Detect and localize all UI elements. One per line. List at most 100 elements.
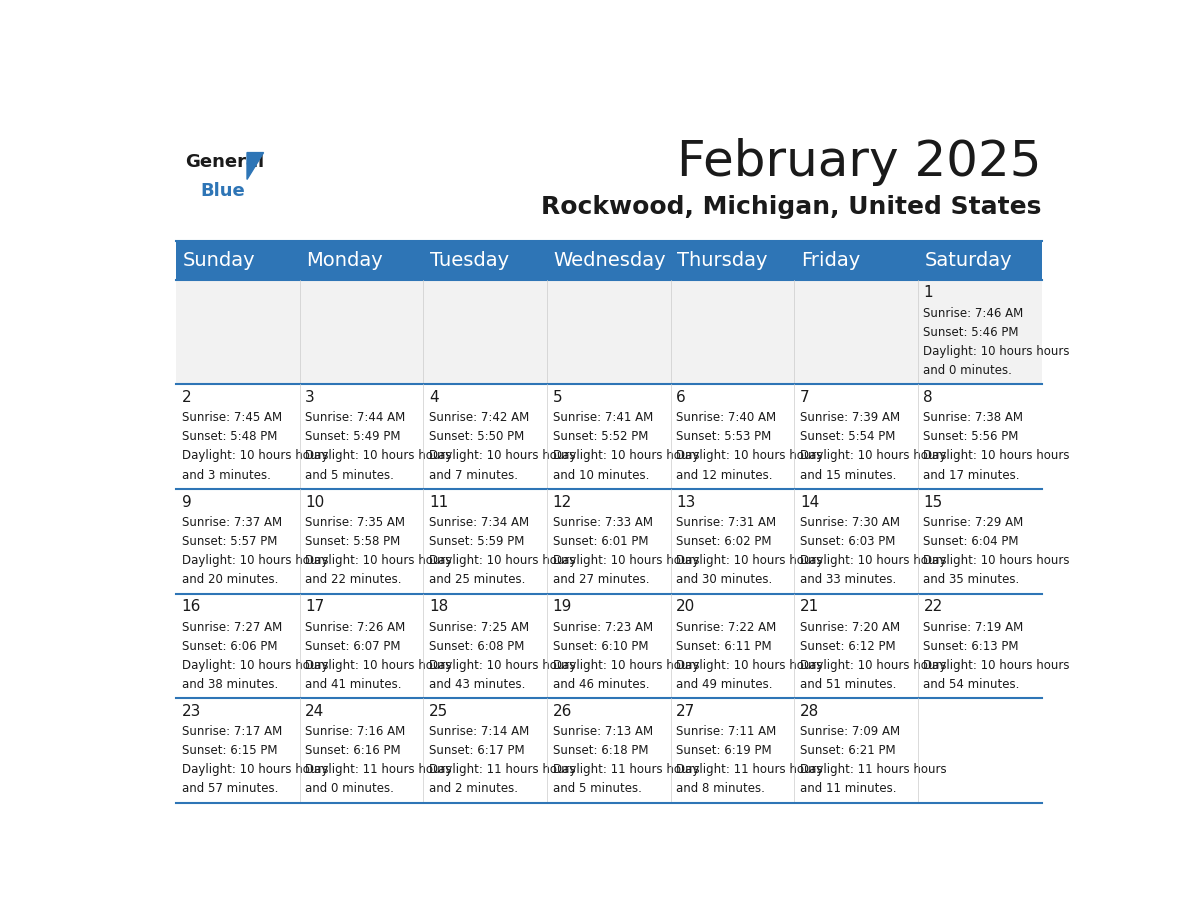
Text: Sunrise: 7:33 AM: Sunrise: 7:33 AM [552,516,652,529]
Text: Sunrise: 7:40 AM: Sunrise: 7:40 AM [676,411,776,424]
Text: Sunset: 5:56 PM: Sunset: 5:56 PM [923,431,1019,443]
Text: Daylight: 10 hours hours: Daylight: 10 hours hours [800,659,947,672]
Text: 1: 1 [923,285,933,300]
Text: Daylight: 10 hours hours: Daylight: 10 hours hours [305,659,451,672]
Text: and 15 minutes.: and 15 minutes. [800,468,896,482]
Text: Daylight: 10 hours hours: Daylight: 10 hours hours [552,554,699,567]
Text: Daylight: 10 hours hours: Daylight: 10 hours hours [676,554,823,567]
Text: Sunset: 6:11 PM: Sunset: 6:11 PM [676,640,772,653]
Text: and 41 minutes.: and 41 minutes. [305,677,402,690]
Text: Daylight: 10 hours hours: Daylight: 10 hours hours [305,450,451,463]
Text: 9: 9 [182,495,191,509]
Text: Sunrise: 7:46 AM: Sunrise: 7:46 AM [923,307,1024,319]
Text: 16: 16 [182,599,201,614]
Text: Sunset: 6:07 PM: Sunset: 6:07 PM [305,640,400,653]
Text: Daylight: 10 hours hours: Daylight: 10 hours hours [182,450,328,463]
Text: Sunset: 6:18 PM: Sunset: 6:18 PM [552,744,649,757]
Text: Sunset: 6:19 PM: Sunset: 6:19 PM [676,744,772,757]
Text: Daylight: 11 hours hours: Daylight: 11 hours hours [552,763,700,777]
Text: Daylight: 10 hours hours: Daylight: 10 hours hours [800,450,947,463]
Bar [176,699,1042,803]
Polygon shape [247,152,264,179]
Text: and 12 minutes.: and 12 minutes. [676,468,772,482]
Text: 17: 17 [305,599,324,614]
Text: Daylight: 10 hours hours: Daylight: 10 hours hours [182,554,328,567]
Text: 10: 10 [305,495,324,509]
Text: Monday: Monday [307,251,383,270]
Text: Sunset: 5:59 PM: Sunset: 5:59 PM [429,535,524,548]
Text: and 10 minutes.: and 10 minutes. [552,468,649,482]
Bar [176,489,1042,594]
Text: 22: 22 [923,599,943,614]
Text: 13: 13 [676,495,695,509]
Text: Sunset: 6:04 PM: Sunset: 6:04 PM [923,535,1019,548]
Text: Daylight: 10 hours hours: Daylight: 10 hours hours [552,659,699,672]
Text: 19: 19 [552,599,571,614]
Text: 12: 12 [552,495,571,509]
Text: Saturday: Saturday [924,251,1012,270]
Text: and 11 minutes.: and 11 minutes. [800,782,896,795]
Text: Daylight: 10 hours hours: Daylight: 10 hours hours [429,554,575,567]
Text: Sunset: 6:15 PM: Sunset: 6:15 PM [182,744,277,757]
Text: 23: 23 [182,704,201,719]
Text: Sunset: 6:01 PM: Sunset: 6:01 PM [552,535,649,548]
Text: Sunrise: 7:29 AM: Sunrise: 7:29 AM [923,516,1024,529]
Text: and 38 minutes.: and 38 minutes. [182,677,278,690]
Text: 14: 14 [800,495,819,509]
Text: and 27 minutes.: and 27 minutes. [552,573,649,587]
Text: 20: 20 [676,599,695,614]
Text: and 30 minutes.: and 30 minutes. [676,573,772,587]
Text: and 46 minutes.: and 46 minutes. [552,677,649,690]
Text: Sunset: 5:53 PM: Sunset: 5:53 PM [676,431,771,443]
Text: Sunrise: 7:44 AM: Sunrise: 7:44 AM [305,411,405,424]
Text: Thursday: Thursday [677,251,767,270]
Text: Sunrise: 7:16 AM: Sunrise: 7:16 AM [305,725,405,738]
Text: Sunset: 5:49 PM: Sunset: 5:49 PM [305,431,400,443]
Text: 4: 4 [429,390,438,405]
Text: Daylight: 10 hours hours: Daylight: 10 hours hours [800,554,947,567]
Text: Sunrise: 7:39 AM: Sunrise: 7:39 AM [800,411,901,424]
Text: 25: 25 [429,704,448,719]
Text: and 7 minutes.: and 7 minutes. [429,468,518,482]
Text: Daylight: 10 hours hours: Daylight: 10 hours hours [923,554,1070,567]
Text: Sunrise: 7:38 AM: Sunrise: 7:38 AM [923,411,1024,424]
Text: Daylight: 10 hours hours: Daylight: 10 hours hours [923,450,1070,463]
Text: Sunrise: 7:25 AM: Sunrise: 7:25 AM [429,621,529,633]
Text: Sunrise: 7:30 AM: Sunrise: 7:30 AM [800,516,899,529]
Text: Sunrise: 7:34 AM: Sunrise: 7:34 AM [429,516,529,529]
Text: Rockwood, Michigan, United States: Rockwood, Michigan, United States [542,195,1042,219]
Text: Daylight: 10 hours hours: Daylight: 10 hours hours [182,659,328,672]
Text: Blue: Blue [200,183,245,200]
Text: General: General [185,152,265,171]
Text: Sunset: 6:02 PM: Sunset: 6:02 PM [676,535,772,548]
Text: Daylight: 11 hours hours: Daylight: 11 hours hours [305,763,451,777]
Text: Sunrise: 7:45 AM: Sunrise: 7:45 AM [182,411,282,424]
Text: 5: 5 [552,390,562,405]
Text: 24: 24 [305,704,324,719]
Text: and 25 minutes.: and 25 minutes. [429,573,525,587]
Text: and 35 minutes.: and 35 minutes. [923,573,1019,587]
Text: 11: 11 [429,495,448,509]
Text: Sunrise: 7:13 AM: Sunrise: 7:13 AM [552,725,652,738]
Text: 18: 18 [429,599,448,614]
Bar [176,594,1042,699]
Text: and 3 minutes.: and 3 minutes. [182,468,271,482]
Text: Sunday: Sunday [183,251,255,270]
Text: Sunset: 6:21 PM: Sunset: 6:21 PM [800,744,896,757]
Text: Sunrise: 7:42 AM: Sunrise: 7:42 AM [429,411,529,424]
Bar [176,241,1042,280]
Text: Daylight: 10 hours hours: Daylight: 10 hours hours [676,450,823,463]
Text: 26: 26 [552,704,571,719]
Text: and 57 minutes.: and 57 minutes. [182,782,278,795]
Text: Daylight: 10 hours hours: Daylight: 10 hours hours [552,450,699,463]
Text: Sunset: 6:08 PM: Sunset: 6:08 PM [429,640,524,653]
Bar [176,280,1042,385]
Text: Sunrise: 7:20 AM: Sunrise: 7:20 AM [800,621,901,633]
Text: and 5 minutes.: and 5 minutes. [552,782,642,795]
Text: Sunrise: 7:09 AM: Sunrise: 7:09 AM [800,725,901,738]
Text: 7: 7 [800,390,809,405]
Text: Sunset: 6:16 PM: Sunset: 6:16 PM [305,744,400,757]
Text: Sunrise: 7:31 AM: Sunrise: 7:31 AM [676,516,776,529]
Text: and 5 minutes.: and 5 minutes. [305,468,394,482]
Text: Sunrise: 7:37 AM: Sunrise: 7:37 AM [182,516,282,529]
